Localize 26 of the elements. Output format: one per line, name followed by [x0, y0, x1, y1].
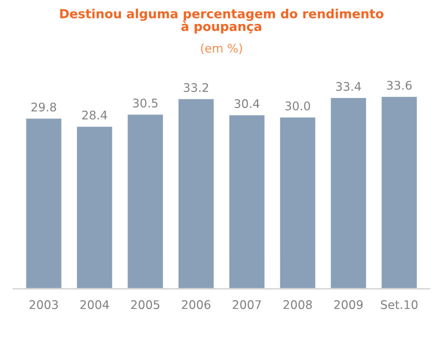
bar: [24, 117, 63, 289]
x-tick-label: 2007: [232, 300, 261, 310]
bar: [126, 113, 164, 289]
x-tick-label: 2004: [80, 300, 109, 310]
data-label: 33.6: [387, 80, 412, 90]
data-label: 33.4: [336, 82, 361, 91]
data-label: 30.4: [234, 99, 260, 108]
data-label: 29.8: [31, 102, 56, 112]
bar: [76, 125, 114, 289]
data-label: 33.2: [184, 83, 208, 92]
bar: [380, 96, 418, 289]
bar: [228, 114, 266, 289]
data-label: 30.0: [285, 101, 310, 110]
chart-subtitle: (em %): [201, 44, 242, 54]
x-tick-label: 2006: [182, 300, 210, 310]
x-tick-label: 2005: [131, 300, 160, 310]
bar: [278, 116, 317, 289]
chart-title: Destinou alguma percentagem do rendimento à poupança: [60, 8, 384, 34]
bar: [329, 96, 368, 289]
x-tick-label: 2003: [30, 300, 58, 310]
x-tick-label: 2009: [334, 300, 363, 310]
x-tick-label: Set.10: [380, 300, 418, 310]
bar: [177, 98, 216, 289]
data-label: 30.5: [133, 98, 158, 108]
data-label: 28.4: [82, 110, 108, 120]
x-tick-label: 2008: [284, 300, 312, 310]
